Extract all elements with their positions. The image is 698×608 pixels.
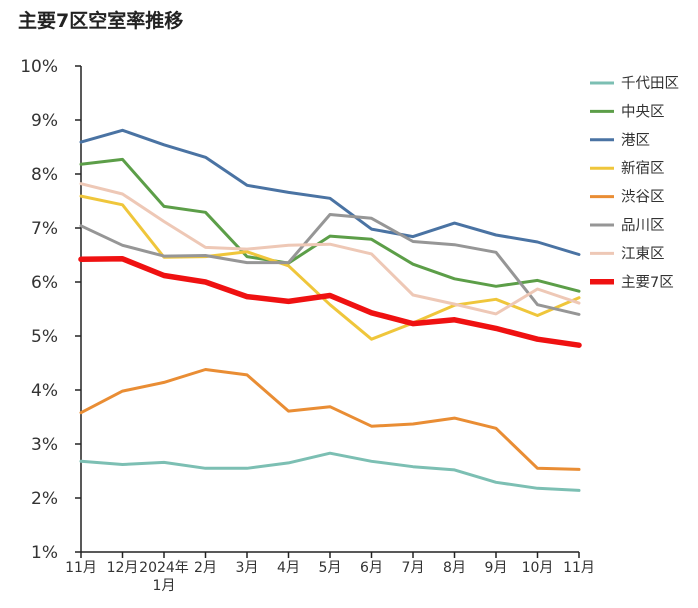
series-line-主要7区 bbox=[78, 256, 582, 348]
x-tick-label: 12月 bbox=[107, 560, 139, 576]
y-tick-label: 7% bbox=[31, 219, 58, 239]
y-tick-label: 5% bbox=[31, 327, 58, 347]
x-tick-label: 7月 bbox=[402, 560, 425, 576]
series-line-千代田区 bbox=[79, 451, 581, 492]
x-tick-label: 6月 bbox=[360, 560, 383, 576]
legend-label: 江東区 bbox=[621, 245, 665, 262]
chart-title: 主要7区空室率推移 bbox=[18, 10, 184, 32]
series-line-渋谷区 bbox=[79, 368, 581, 471]
series-line-港区 bbox=[79, 128, 581, 256]
x-tick-label: 4月 bbox=[277, 560, 300, 576]
y-tick-label: 1% bbox=[31, 543, 58, 563]
legend-label: 主要7区 bbox=[621, 274, 674, 291]
y-tick-label: 4% bbox=[31, 381, 58, 401]
legend-label: 中央区 bbox=[621, 103, 665, 120]
x-axis-ticks: 11月 12月 2024年 1月 2月 3月 4月 5月 6月 7月 8月 9月 10月 11月 bbox=[65, 552, 595, 594]
series-lines bbox=[78, 128, 582, 492]
legend-label: 千代田区 bbox=[621, 75, 679, 92]
x-tick-label: 3月 bbox=[236, 560, 259, 576]
legend-label: 新宿区 bbox=[621, 160, 665, 177]
y-tick-label: 6% bbox=[31, 273, 58, 293]
y-tick-label: 8% bbox=[31, 165, 58, 185]
x-tick-label: 8月 bbox=[443, 560, 466, 576]
x-tick-label: 5月 bbox=[319, 560, 342, 576]
legend-label: 品川区 bbox=[621, 217, 665, 234]
y-tick-label: 2% bbox=[31, 489, 58, 509]
legend-label: 渋谷区 bbox=[621, 189, 665, 206]
y-axis-ticks: 1% 2% 3% 4% 5% 6% 7% 8% 9% 10% bbox=[20, 57, 81, 563]
x-tick-label: 10月 bbox=[522, 560, 554, 576]
legend-label: 港区 bbox=[621, 132, 650, 149]
series-line-江東区 bbox=[79, 182, 581, 316]
series-line-中央区 bbox=[79, 157, 581, 293]
series-line-品川区 bbox=[79, 213, 581, 316]
x-tick-label: 11月 bbox=[563, 560, 595, 576]
y-tick-label: 3% bbox=[31, 435, 58, 455]
x-tick-label: 9月 bbox=[485, 560, 508, 576]
y-tick-label: 9% bbox=[31, 111, 58, 131]
x-tick-label: 2024年 1月 bbox=[139, 560, 189, 594]
x-tick-label: 2月 bbox=[194, 560, 217, 576]
x-tick-label: 11月 bbox=[65, 560, 97, 576]
y-tick-label: 10% bbox=[20, 57, 58, 77]
